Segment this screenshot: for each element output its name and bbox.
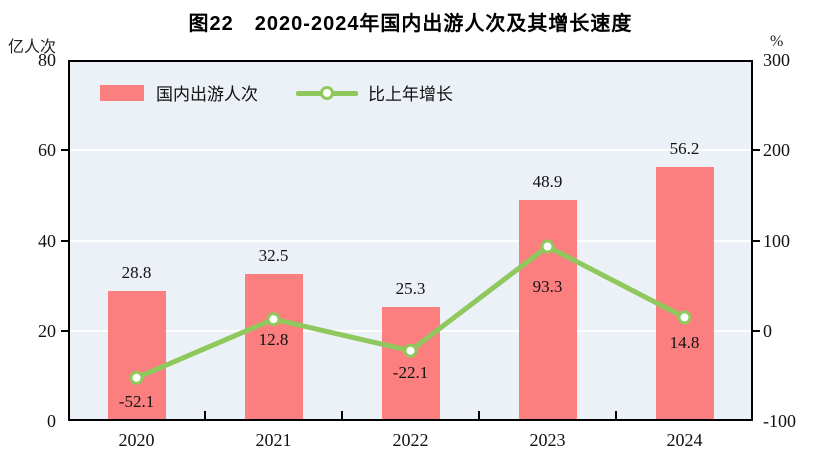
right-axis-tick [753,329,760,332]
growth-value-label: -52.1 [118,391,155,411]
right-axis-tick [753,149,760,152]
gridline [70,239,751,242]
right-axis-tick-label: -100 [763,411,796,431]
left-axis-tick [61,149,68,152]
bar-value-label: 25.3 [395,278,426,298]
right-axis-tick [753,239,760,242]
right-axis-tick-label: 0 [763,320,772,341]
growth-value-label: -22.1 [392,362,429,382]
bar-2024 [655,167,714,419]
x-axis-tick [478,411,480,419]
right-axis-unit: % [770,33,784,50]
bar-value-label: 32.5 [258,246,289,266]
left-axis-tick [61,239,68,242]
x-axis-tick-label: 2023 [529,430,566,450]
left-axis-tick-label: 0 [47,411,56,431]
right-axis-tick-label: 200 [763,140,790,161]
x-axis-tick-label: 2020 [118,430,155,450]
legend-bar-label: 国内出游人次 [156,85,258,104]
x-axis-tick-label: 2022 [392,430,429,450]
growth-value-label: 93.3 [532,276,563,296]
legend: 国内出游人次 比上年增长 [100,80,453,105]
bar-value-label: 48.9 [532,172,563,192]
growth-value-label: 12.8 [258,330,289,350]
gridline [70,149,751,152]
left-axis-tick [61,329,68,332]
bar-2023 [518,200,577,419]
bar-value-label: 56.2 [669,139,700,159]
right-axis-tick-label: 100 [763,230,790,251]
x-axis-tick [204,411,206,419]
bar-value-label: 28.8 [121,263,152,283]
left-axis-tick-label: 20 [38,320,56,341]
legend-line-label: 比上年增长 [368,85,453,104]
chart-title: 图22 2020-2024年国内出游人次及其增长速度 [188,13,633,35]
growth-value-label: 14.8 [669,333,700,353]
x-axis-tick [341,411,343,419]
right-axis-tick-label: 300 [763,50,790,70]
legend-line-marker-icon [320,85,334,100]
left-axis-tick-label: 80 [38,50,56,70]
left-axis-tick-label: 60 [38,140,56,161]
legend-bar-swatch [100,84,144,101]
legend-line-swatch [296,85,358,101]
x-axis-tick-label: 2024 [666,430,703,450]
left-axis-tick-label: 40 [38,230,56,251]
x-axis-tick [615,411,617,419]
left-axis-unit: 亿人次 [8,39,57,56]
x-axis-tick-label: 2021 [255,430,292,450]
